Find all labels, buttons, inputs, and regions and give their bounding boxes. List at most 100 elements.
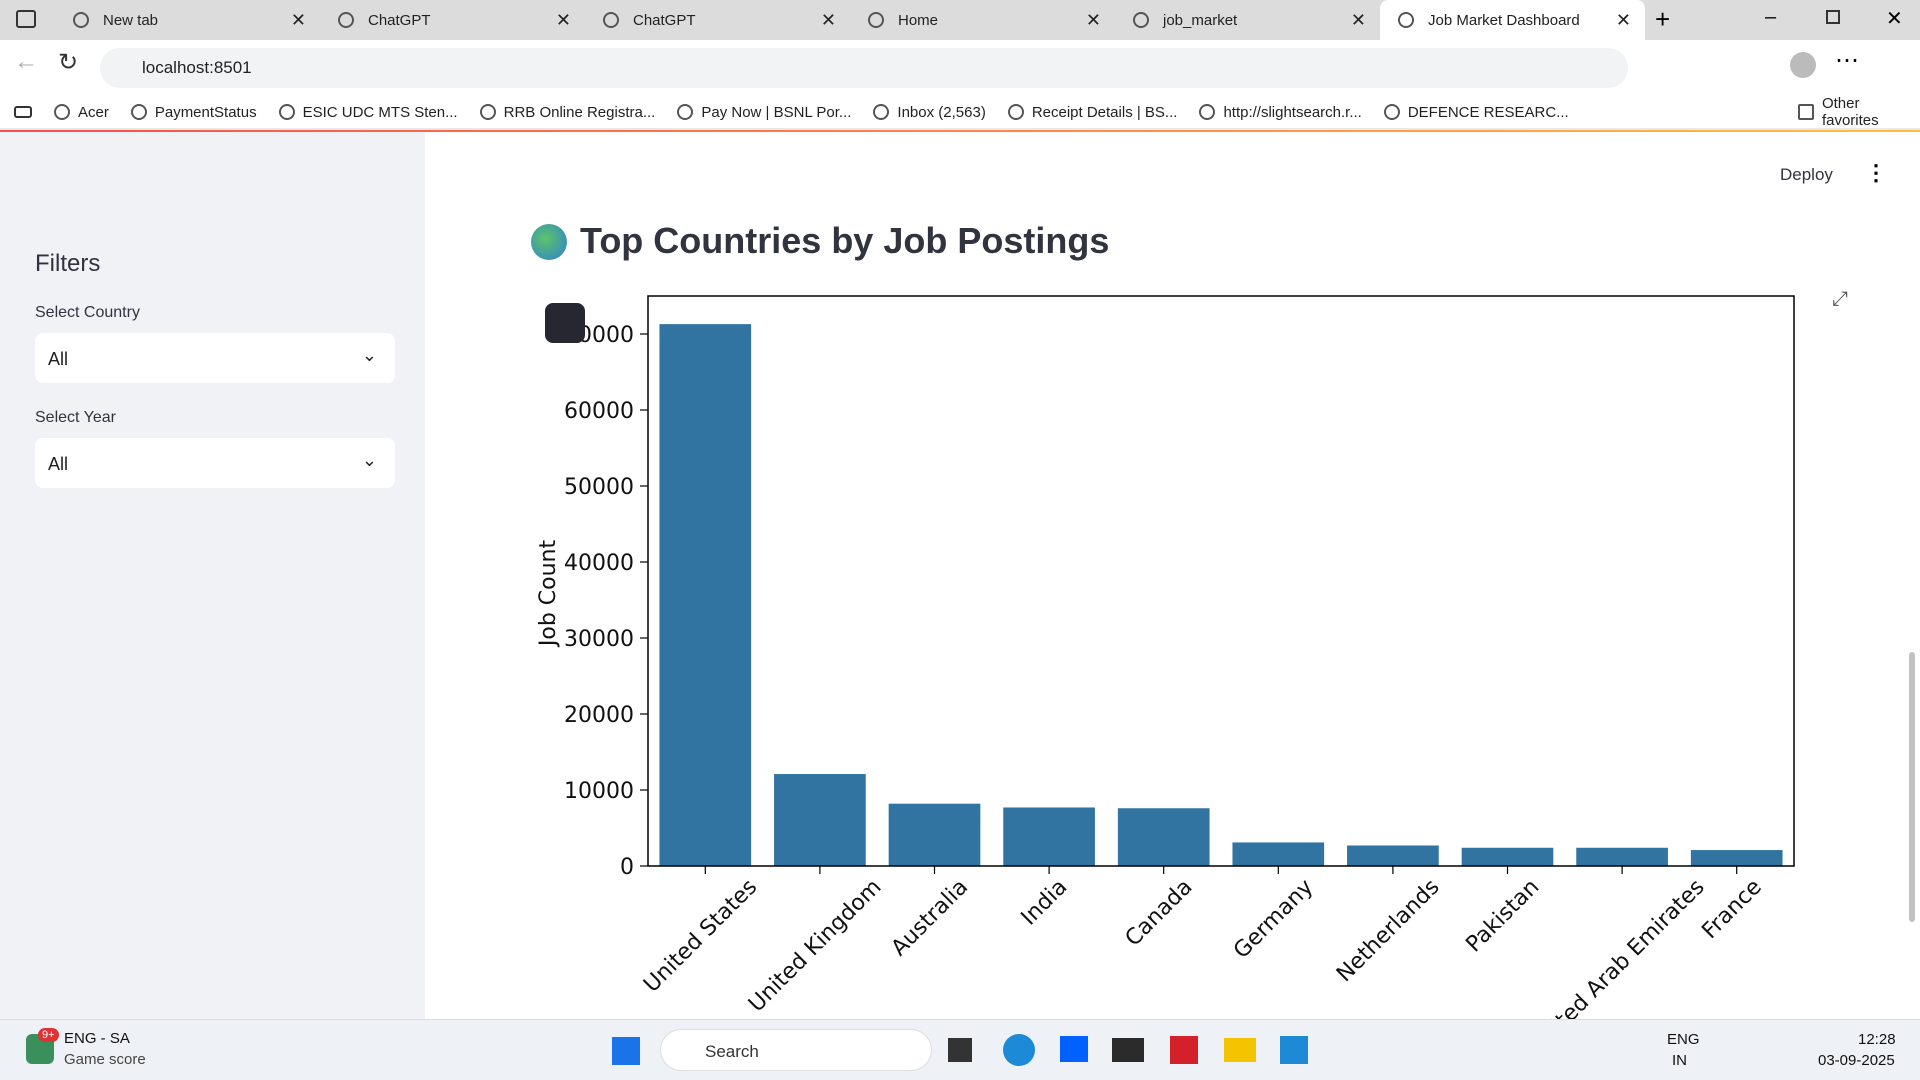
- main-menu[interactable]: ⋮: [1865, 160, 1887, 185]
- bookmark[interactable]: Other favorites: [1798, 95, 1920, 129]
- scrollbar: [1909, 652, 1915, 922]
- x-tick-label: India: [1017, 875, 1073, 931]
- bookmark[interactable]: Pay Now | BSNL Por...: [677, 104, 851, 121]
- bookmark[interactable]: Inbox (2,563): [873, 103, 986, 121]
- tab-close[interactable]: ✕: [1350, 10, 1366, 30]
- label: Select Country: [35, 304, 140, 321]
- profile[interactable]: [1790, 52, 1816, 78]
- tab-icon: [73, 12, 89, 28]
- x-tick-label: Germany: [1229, 875, 1318, 964]
- y-tick-label: 10000: [564, 779, 634, 804]
- bookmark[interactable]: DEFENCE RESEARC...: [1383, 104, 1569, 121]
- bar: [1347, 845, 1439, 866]
- bookmark-label: ESIC UDC MTS Sten...: [302, 103, 458, 121]
- address-bar[interactable]: localhost:8501: [100, 48, 1628, 88]
- tab[interactable]: job_market ✕: [1115, 0, 1380, 40]
- y-tick-label: 0: [620, 855, 634, 880]
- app-icon[interactable]: [1280, 1036, 1308, 1064]
- bookmark-label: Inbox (2,563): [897, 103, 986, 121]
- bookmark[interactable]: Acer: [54, 104, 109, 121]
- tab[interactable]: Home ✕: [850, 0, 1115, 40]
- app-icon[interactable]: [1112, 1038, 1144, 1062]
- tab-title: job_market: [1163, 11, 1238, 29]
- app-icon[interactable]: [1170, 1036, 1198, 1064]
- clock-date[interactable]: 03-09-2025: [1818, 1052, 1895, 1069]
- tab-bar: New tab ✕ ChatGPT ✕ ChatGPT ✕ Home ✕ job_market ✕…: [0, 0, 1920, 40]
- region[interactable]: IN: [1672, 1052, 1687, 1069]
- bookmark-label: Pay Now | BSNL Por...: [701, 103, 852, 121]
- x-tick-label: United Kingdom: [744, 875, 887, 1018]
- news-title: ENG - SA: [64, 1030, 130, 1047]
- chart-toolbar[interactable]: [545, 303, 585, 343]
- select-country[interactable]: All ⌄: [35, 333, 395, 383]
- tab-title: ChatGPT: [368, 11, 431, 29]
- app-icon[interactable]: [948, 1038, 972, 1062]
- bar: [1003, 807, 1095, 866]
- app-icon[interactable]: [1224, 1038, 1256, 1062]
- main: Deploy ⋮ Top Countries by Job Postings 0…: [425, 132, 1920, 1019]
- restore[interactable]: [1826, 10, 1840, 24]
- select-value: All: [48, 454, 69, 474]
- tab-icon: [338, 12, 354, 28]
- tab-close[interactable]: ✕: [555, 10, 571, 30]
- bookmark-label: Other favorites: [1821, 95, 1879, 129]
- select-year[interactable]: All ⌄: [35, 438, 395, 488]
- tab-actions[interactable]: [16, 10, 36, 28]
- x-tick-label: Canada: [1121, 875, 1198, 952]
- new-tab[interactable]: +: [1655, 4, 1671, 34]
- bar: [774, 774, 866, 866]
- icon: [14, 106, 32, 118]
- bookmark[interactable]: http://slightsearch.r...: [1199, 103, 1362, 121]
- close[interactable]: ✕: [1886, 8, 1903, 30]
- tab-close[interactable]: ✕: [820, 10, 836, 30]
- clock-time[interactable]: 12:28: [1858, 1031, 1896, 1048]
- search-label: Search: [705, 1042, 759, 1061]
- lang[interactable]: ENG: [1667, 1031, 1700, 1048]
- bookmark[interactable]: ESIC UDC MTS Sten...: [278, 103, 458, 121]
- bookmark[interactable]: Receipt Details | BS...: [1007, 104, 1177, 121]
- bookmark-icon: [873, 104, 890, 120]
- bookmark-label: http://slightsearch.r...: [1223, 103, 1362, 121]
- sidebar: Filters Select Country All ⌄ Select Year …: [0, 132, 425, 1019]
- bookmark[interactable]: PaymentStatus: [130, 104, 257, 121]
- tab[interactable]: New tab ✕: [55, 0, 320, 40]
- x-tick-label: Pakistan: [1461, 875, 1544, 958]
- tab-close[interactable]: ✕: [1085, 10, 1101, 30]
- x-tick-label: Australia: [887, 875, 973, 961]
- tab[interactable]: ChatGPT ✕: [585, 0, 850, 40]
- chart-title: Top Countries by Job Postings: [580, 220, 1110, 261]
- tab-title: Home: [898, 11, 939, 29]
- tab-close[interactable]: ✕: [1615, 10, 1631, 30]
- minimize[interactable]: –: [1765, 6, 1777, 28]
- bookmark[interactable]: RRB Online Registra...: [479, 104, 655, 121]
- x-tick-label: France: [1697, 875, 1766, 944]
- search-box[interactable]: Search: [660, 1029, 932, 1071]
- tab-title: ChatGPT: [633, 11, 696, 29]
- tab-icon: [868, 12, 884, 28]
- bookmark-icon: [677, 104, 694, 120]
- start[interactable]: [612, 1037, 640, 1065]
- reload[interactable]: ↻: [58, 49, 79, 76]
- deploy-button[interactable]: Deploy: [1780, 165, 1833, 184]
- app-icon[interactable]: [1003, 1034, 1035, 1066]
- fullscreen[interactable]: ⤢: [1832, 288, 1848, 310]
- news-sub: Game score: [64, 1051, 146, 1068]
- bookmark-icon: [1383, 104, 1400, 120]
- app-icon[interactable]: [1060, 1036, 1088, 1062]
- menu[interactable]: ⋯: [1835, 47, 1859, 74]
- plot-frame: [647, 295, 1795, 867]
- y-tick-label: 20000: [564, 703, 634, 728]
- tab[interactable]: Job Market Dashboard ✕: [1380, 0, 1645, 40]
- tab-close[interactable]: ✕: [290, 10, 306, 30]
- bar: [1117, 808, 1210, 866]
- tab[interactable]: ChatGPT ✕: [320, 0, 585, 40]
- tab-title: New tab: [103, 11, 159, 29]
- progress-bar: [0, 130, 1920, 133]
- globe-icon: [531, 224, 567, 260]
- tab-icon: [1133, 12, 1149, 28]
- bookmark-label: Acer: [78, 103, 109, 121]
- y-tick-label: 30000: [564, 627, 634, 652]
- back[interactable]: ←: [14, 48, 38, 75]
